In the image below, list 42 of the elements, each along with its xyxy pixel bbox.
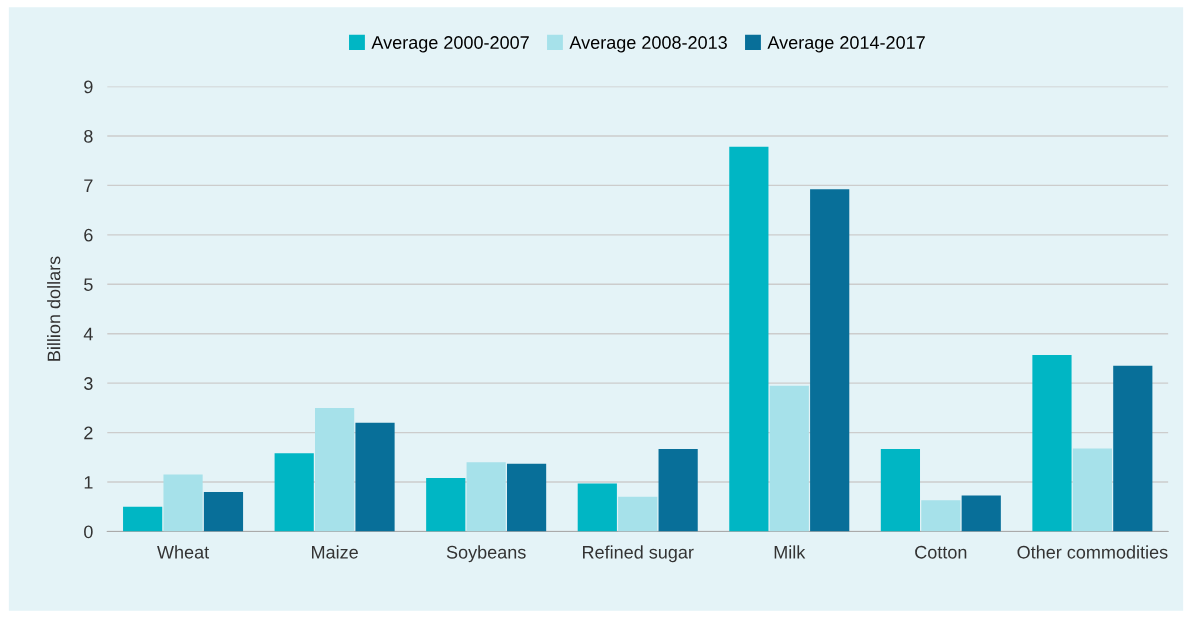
y-tick-label: 5 — [84, 278, 93, 291]
bar — [880, 448, 921, 532]
x-tick-label: Cotton — [915, 545, 967, 559]
y-tick-label: 8 — [84, 129, 93, 143]
bar — [658, 448, 698, 532]
y-tick-label: 2 — [84, 426, 93, 440]
bar — [274, 453, 314, 532]
bar — [1032, 354, 1072, 532]
legend-label: Average 2014-2017 — [767, 36, 925, 53]
x-tick-label: Milk — [774, 545, 806, 559]
bar — [921, 500, 961, 532]
y-axis-title: Billion dollars — [47, 256, 61, 361]
bar — [810, 189, 850, 532]
x-tick-label: Wheat — [157, 545, 210, 559]
bar — [203, 491, 244, 532]
x-tick-label: Other commodities — [1017, 545, 1168, 559]
legend-label: Average 2000-2007 — [371, 36, 529, 53]
bar — [1072, 448, 1112, 532]
y-tick-label: 0 — [84, 525, 93, 539]
y-tick-label: 3 — [84, 377, 93, 390]
bar — [618, 496, 658, 532]
x-tick-label: Refined sugar — [583, 545, 694, 563]
bar — [315, 407, 355, 532]
x-tick-label: Maize — [312, 545, 358, 559]
bar — [123, 506, 163, 532]
bar — [163, 474, 203, 532]
bar — [729, 146, 769, 532]
y-tick-label: 4 — [83, 327, 93, 341]
y-tick-label: 1 — [84, 476, 93, 489]
bar — [961, 495, 1001, 532]
x-tick-label: Soybeans — [446, 545, 526, 563]
y-tick-label: 9 — [84, 80, 93, 94]
y-tick-label: 7 — [84, 179, 93, 192]
bar — [426, 478, 466, 532]
bar — [506, 463, 547, 532]
bar — [466, 462, 506, 532]
bar — [577, 483, 617, 532]
y-tick-label: 6 — [84, 228, 93, 242]
legend-label: Average 2008-2013 — [569, 36, 727, 53]
bar — [769, 385, 809, 532]
bar — [355, 422, 395, 532]
bar — [1113, 365, 1153, 532]
